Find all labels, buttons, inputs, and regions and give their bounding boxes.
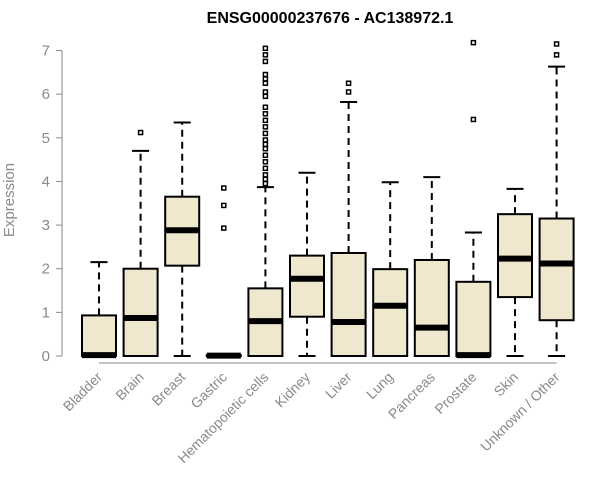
x-tick-label: Kidney — [272, 369, 314, 411]
box — [372, 268, 409, 358]
y-tick-label: 5 — [42, 130, 50, 147]
y-axis-label: Expression — [1, 163, 18, 237]
box — [289, 254, 325, 318]
outlier-point — [262, 124, 269, 130]
x-tick-label: Brain — [112, 369, 146, 403]
box — [81, 314, 117, 357]
boxes — [81, 39, 575, 359]
axes: 0 1 2 3 4 5 6 7 — [42, 43, 557, 365]
y-tick-label: 4 — [42, 173, 50, 190]
x-tick-label: Unknown / Other — [477, 369, 563, 455]
outlier-point — [553, 41, 560, 47]
outlier-point — [345, 80, 352, 86]
box-group-pancreas — [413, 176, 450, 357]
box-group-bladder — [81, 261, 117, 359]
x-tick-label: Bladder — [60, 369, 106, 415]
box-group-hematopoietic-cells — [247, 45, 284, 358]
box — [122, 267, 159, 358]
x-tick-label: Lung — [363, 369, 396, 402]
outlier-point — [262, 141, 269, 148]
outlier-point — [262, 93, 269, 100]
y-tick-label: 0 — [42, 348, 50, 365]
box — [413, 258, 450, 357]
box-group-gastric — [205, 185, 242, 359]
y-tick-label: 3 — [42, 217, 50, 234]
outlier-point — [137, 129, 144, 136]
box-group-skin — [497, 187, 533, 357]
outlier-point — [262, 172, 269, 178]
outlier-point — [262, 117, 269, 124]
outlier-point — [221, 225, 227, 231]
outlier-point — [262, 58, 269, 65]
outlier-point — [262, 45, 269, 52]
outlier-point — [262, 89, 269, 95]
outlier-point — [262, 52, 269, 58]
box-group-prostate — [455, 39, 492, 359]
outlier-point — [221, 185, 227, 191]
box-group-liver — [330, 80, 367, 357]
outlier-point — [262, 152, 269, 158]
outlier-point — [262, 80, 269, 86]
box — [455, 280, 492, 357]
x-tick-label: Breast — [148, 369, 188, 409]
outlier-point — [262, 180, 269, 187]
box — [497, 213, 533, 299]
outlier-point — [470, 116, 477, 123]
outlier-point — [262, 130, 269, 137]
y-tick-label: 7 — [42, 43, 50, 60]
box — [538, 217, 575, 322]
outlier-point — [470, 39, 477, 46]
x-tick-label: Prostate — [431, 369, 479, 417]
y-tick-label: 2 — [42, 261, 50, 278]
outlier-point — [553, 52, 560, 58]
outlier-point — [262, 104, 269, 110]
box-group-unknown-other — [538, 41, 575, 357]
outlier-point — [262, 165, 269, 172]
outlier-point — [221, 202, 227, 209]
outlier-point — [262, 71, 269, 78]
outlier-point — [262, 111, 269, 117]
outlier-point — [262, 137, 269, 143]
x-tick-label: Skin — [491, 369, 522, 400]
box-group-breast — [164, 121, 201, 357]
y-tick-label: 1 — [42, 304, 50, 321]
chart-title: ENSG00000237676 - AC138972.1 — [207, 10, 454, 27]
outlier-point — [262, 176, 269, 182]
box-group-kidney — [289, 171, 325, 357]
outlier-point — [262, 159, 269, 165]
x-tick-label: Liver — [322, 369, 355, 402]
y-tick-label: 6 — [42, 86, 50, 103]
box-group-lung — [372, 181, 409, 358]
outlier-point — [345, 89, 352, 95]
box-group-brain — [122, 129, 159, 358]
outlier-point — [262, 76, 269, 82]
outlier-point — [262, 145, 269, 152]
box — [330, 252, 367, 357]
